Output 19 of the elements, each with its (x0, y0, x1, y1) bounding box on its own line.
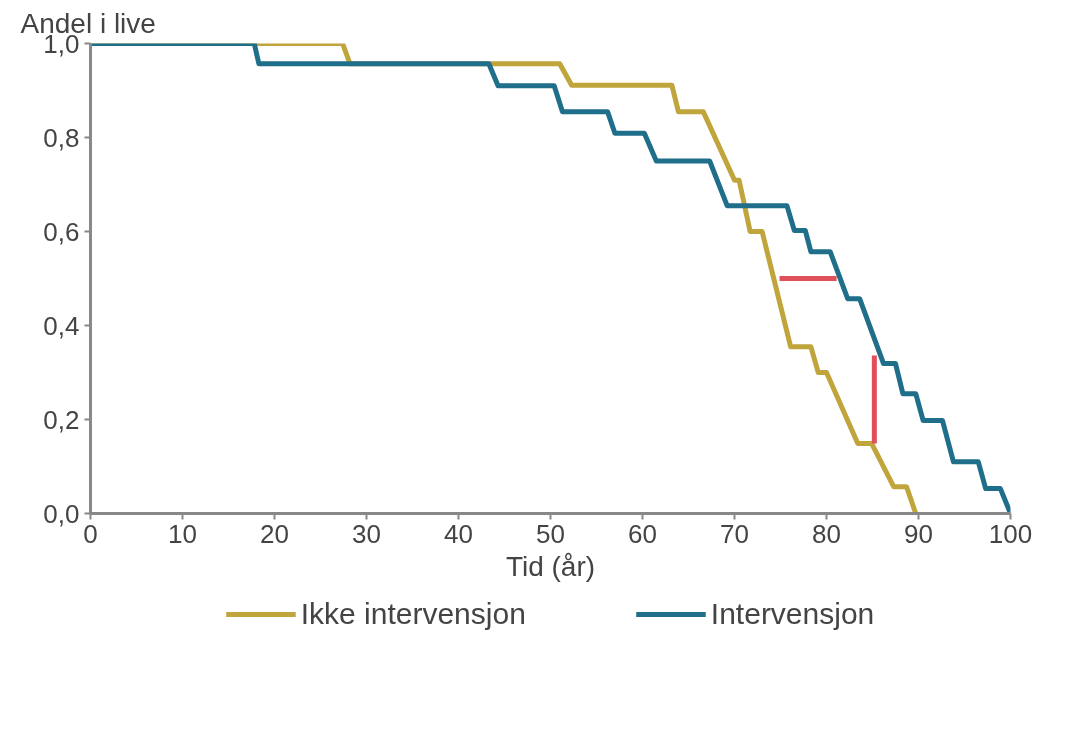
legend-label: Intervensjon (710, 597, 875, 631)
legend-label: Ikke intervensjon (300, 597, 526, 631)
x-tick-label: 0 (83, 518, 98, 549)
x-tick-label: 100 (988, 518, 1033, 549)
y-tick-label: 0,2 (43, 404, 80, 435)
y-tick-label: 0,0 (43, 498, 80, 529)
x-tick-label: 70 (720, 518, 749, 549)
x-tick-label: 50 (536, 518, 565, 549)
x-tick-label: 30 (352, 518, 381, 549)
x-tick-label: 40 (444, 518, 473, 549)
x-tick-label: 20 (260, 518, 289, 549)
x-tick-label: 10 (168, 518, 197, 549)
x-tick-label: 60 (628, 518, 657, 549)
x-tick-label: 80 (812, 518, 841, 549)
y-tick-label: 0,6 (43, 216, 80, 247)
y-tick-label: 0,8 (43, 122, 80, 153)
x-tick-label: 90 (904, 518, 933, 549)
x-axis-title: Tid (år) (505, 550, 596, 582)
y-tick-label: 0,4 (43, 310, 80, 341)
